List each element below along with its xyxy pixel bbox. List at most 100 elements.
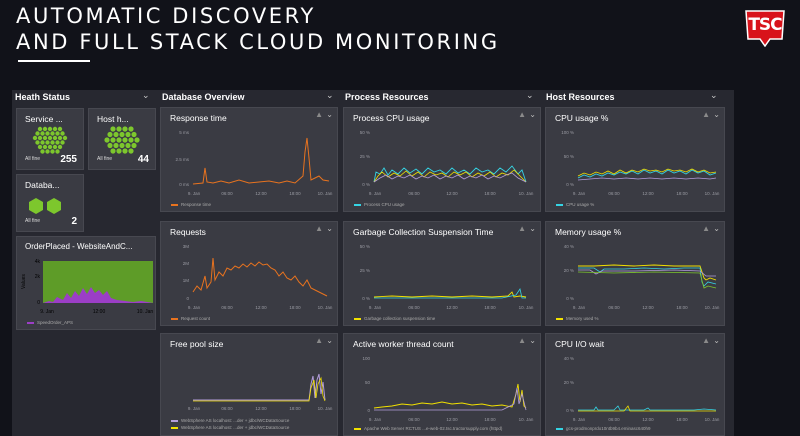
- warning-icon[interactable]: ▲: [702, 110, 710, 119]
- warning-icon[interactable]: ▲: [315, 336, 323, 345]
- tile-requests[interactable]: Requests ▲ ⌄ 3M 2M 1M 0 9. Jan 06:00 12:…: [160, 221, 338, 326]
- chevron-down-icon[interactable]: ⌄: [529, 224, 536, 233]
- tile-title: Free pool size: [170, 339, 224, 349]
- series-line: [578, 405, 716, 412]
- x-tick-label: 18:00: [484, 191, 496, 196]
- chart-legend: SpeedOrder_APS: [27, 320, 73, 325]
- x-tick-label: 18:00: [676, 417, 688, 422]
- warning-icon[interactable]: ▲: [518, 110, 526, 119]
- health-count: 255: [60, 154, 77, 165]
- health-tile-title: Service ...: [25, 114, 63, 124]
- x-tick-label: 10. Jan: [318, 406, 333, 411]
- tile-process-cpu[interactable]: Process CPU usage ▲ ⌄ 50 % 25 % 0 % 9. J…: [343, 107, 541, 212]
- legend-label: Memory used %: [566, 316, 599, 321]
- y-tick-label: 100 %: [561, 130, 574, 135]
- legend-label: WebSphere AS localhost: ...der + jdbc/WC…: [181, 425, 290, 430]
- health-tile-databases[interactable]: Databa... All fine 2: [16, 174, 84, 232]
- legend-label: Process CPU usage: [364, 202, 405, 207]
- health-tile-hosts[interactable]: Host h... All fine 44: [88, 108, 156, 170]
- series-line: [193, 376, 326, 402]
- x-tick-label: 10. Jan: [705, 305, 720, 310]
- y-tick-label: 50 %: [360, 244, 370, 249]
- warning-icon[interactable]: ▲: [518, 224, 526, 233]
- warning-icon[interactable]: ▲: [702, 224, 710, 233]
- health-count: 2: [71, 216, 77, 227]
- x-tick-label: 06:00: [408, 305, 420, 310]
- x-tick-label: 12:00: [642, 305, 654, 310]
- dashboard: Heath Status ⌄ Database Overview ⌄ Proce…: [12, 90, 734, 436]
- x-tick-label: 9. Jan: [573, 305, 586, 310]
- honeycomb-services: [32, 126, 68, 154]
- health-count: 44: [137, 154, 149, 165]
- tile-response-time[interactable]: Response time ▲ ⌄ 5 ms 2.5 ms 0 ms 9. Ja…: [160, 107, 338, 212]
- tile-title: CPU I/O wait: [555, 339, 605, 349]
- legend-label: Request count: [181, 316, 211, 321]
- orderplaced-chart: Values 4k 2k 0 9. Jan 12:00 10. Jan: [21, 259, 154, 315]
- chevron-down-icon[interactable]: ⌄: [326, 90, 334, 100]
- tile-cpu-wait[interactable]: CPU I/O wait ▲ ⌄ 40 % 20 % 0 % 9. Jan 06…: [545, 333, 725, 436]
- x-tick-label: 9. Jan: [188, 305, 201, 310]
- gc-chart: 50 % 25 % 0 % 9. Jan 06:00 12:00 18:00 1…: [360, 244, 534, 310]
- chevron-down-icon[interactable]: ⌄: [326, 336, 333, 345]
- series-line: [192, 257, 328, 297]
- warning-icon[interactable]: ▲: [702, 336, 710, 345]
- tile-free-pool[interactable]: Free pool size ▲ ⌄ 9. Jan 06:00 12:00 18…: [160, 333, 338, 436]
- legend-label: gcs-prodmonprdo10ntb9b4.eminasc640h9: [566, 426, 651, 431]
- chart-legend: Memory used %: [556, 316, 599, 321]
- chart-legend: Garbage collection suspension time: [354, 316, 435, 321]
- x-tick-label: 9. Jan: [40, 309, 54, 315]
- response-time-chart: 5 ms 2.5 ms 0 ms 9. Jan 06:00 12:00 18:0…: [175, 130, 332, 196]
- x-tick-label: 18:00: [289, 191, 301, 196]
- chevron-down-icon[interactable]: ⌄: [529, 110, 536, 119]
- tile-memory[interactable]: Memory usage % ▲ ⌄ 40 % 20 % 0 % 9. Jan …: [545, 221, 725, 326]
- tile-worker-threads[interactable]: Active worker thread count ▲ ⌄ 100 50 0 …: [343, 333, 541, 436]
- x-tick-label: 18:00: [289, 406, 301, 411]
- health-tile-services[interactable]: Service ... All fine 255: [16, 108, 84, 170]
- chevron-down-icon[interactable]: ⌄: [326, 110, 333, 119]
- y-tick-label: 1M: [183, 278, 190, 283]
- tile-host-cpu[interactable]: CPU usage % ▲ ⌄ 100 % 50 % 0 % 9. Jan 06…: [545, 107, 725, 212]
- x-tick-label: 9. Jan: [573, 191, 586, 196]
- orderplaced-tile[interactable]: OrderPlaced - WebsiteAndC... Values 4k 2…: [16, 236, 156, 330]
- cpu-wait-chart: 40 % 20 % 0 % 9. Jan 06:00 12:00 18:00 1…: [564, 356, 720, 422]
- warning-icon[interactable]: ▲: [315, 110, 323, 119]
- warning-icon[interactable]: ▲: [315, 224, 323, 233]
- warning-icon[interactable]: ▲: [518, 336, 526, 345]
- x-tick-label: 10. Jan: [137, 309, 154, 315]
- series-line: [373, 383, 527, 409]
- x-tick-label: 18:00: [676, 191, 688, 196]
- legend-label: SpeedOrder_APS: [37, 320, 74, 325]
- series-line: [373, 172, 527, 183]
- y-tick-label: 50: [365, 380, 371, 385]
- series-line: [374, 287, 526, 299]
- free-pool-chart: 9. Jan 06:00 12:00 18:00 10. Jan: [188, 373, 333, 411]
- honeycomb-hosts: [104, 126, 140, 154]
- x-tick-label: 9. Jan: [188, 406, 201, 411]
- y-tick-label: 100: [362, 356, 370, 361]
- legend-label: Apache Web Server RCTUS ...e-web-02.tsc.…: [364, 426, 503, 431]
- y-tick-label: 50 %: [360, 130, 370, 135]
- y-tick-label: 0 %: [566, 408, 574, 413]
- chevron-down-icon[interactable]: ⌄: [713, 224, 720, 233]
- chevron-down-icon[interactable]: ⌄: [710, 90, 718, 100]
- y-tick-label: 2.5 ms: [175, 157, 189, 162]
- y-tick-label: 2M: [183, 261, 190, 266]
- chevron-down-icon[interactable]: ⌄: [326, 224, 333, 233]
- series-line: [374, 387, 527, 411]
- chevron-down-icon[interactable]: ⌄: [526, 90, 534, 100]
- series-line: [578, 405, 717, 411]
- tile-gc[interactable]: Garbage Collection Suspension Time ▲ ⌄ 5…: [343, 221, 541, 326]
- series-line: [578, 264, 717, 281]
- tile-title: Active worker thread count: [353, 339, 454, 349]
- x-tick-label: 9. Jan: [369, 191, 382, 196]
- legend-label: Response time: [181, 202, 212, 207]
- chevron-down-icon[interactable]: ⌄: [713, 336, 720, 345]
- chevron-down-icon[interactable]: ⌄: [142, 90, 150, 100]
- x-tick-label: 9. Jan: [369, 305, 382, 310]
- tile-title: Requests: [170, 227, 206, 237]
- chart-legend: CPU usage %: [556, 202, 594, 207]
- x-tick-label: 9. Jan: [369, 417, 382, 422]
- chevron-down-icon[interactable]: ⌄: [713, 110, 720, 119]
- chevron-down-icon[interactable]: ⌄: [529, 336, 536, 345]
- legend-label: CPU usage %: [566, 202, 595, 207]
